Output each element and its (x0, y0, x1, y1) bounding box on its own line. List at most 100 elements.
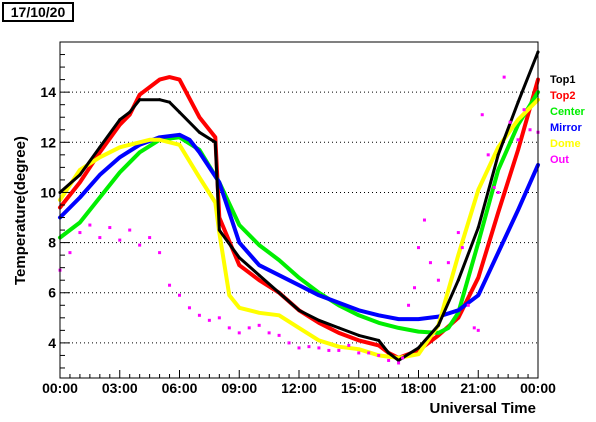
x-tick-label: 12:00 (281, 380, 317, 396)
series-layer (58, 50, 540, 365)
data-point (257, 311, 261, 315)
data-point (178, 110, 181, 114)
data-point (516, 208, 520, 212)
data-point (347, 343, 351, 347)
data-point (217, 316, 221, 320)
data-point (317, 318, 321, 322)
data-point (148, 138, 152, 142)
data-point (237, 241, 241, 245)
data-point (168, 283, 172, 287)
data-point (337, 345, 341, 349)
data-point (476, 226, 480, 230)
data-point (428, 261, 432, 265)
data-point (178, 293, 181, 297)
data-point (247, 326, 251, 330)
data-point (168, 100, 172, 104)
data-point (277, 258, 281, 262)
data-point (287, 341, 291, 345)
data-point (417, 352, 420, 356)
data-point (297, 276, 301, 280)
data-point (297, 308, 301, 312)
data-point (480, 113, 484, 117)
x-tick-label: 00:00 (520, 380, 556, 396)
y-tick-label: 4 (48, 335, 56, 351)
data-point (197, 313, 201, 317)
legend-top2: Top2 (550, 90, 575, 102)
x-axis-title: Universal Time (430, 400, 536, 417)
data-point (78, 173, 82, 177)
data-point (472, 326, 476, 330)
x-tick-label: 06:00 (162, 380, 198, 396)
data-point (522, 108, 526, 112)
data-point (496, 190, 500, 194)
data-point (377, 321, 381, 325)
data-point (357, 313, 361, 317)
data-point (502, 75, 506, 79)
data-point (317, 338, 321, 342)
data-point (178, 133, 181, 137)
data-point (407, 303, 411, 307)
data-point (496, 153, 500, 157)
data-point (257, 243, 261, 247)
y-tick-label: 12 (40, 134, 56, 150)
data-point (78, 168, 82, 172)
data-point (257, 278, 261, 282)
date-label: 17/10/20 (2, 2, 74, 22)
x-tick-label: 09:00 (221, 380, 257, 396)
data-point (68, 251, 72, 255)
data-point (397, 358, 401, 362)
data-point (436, 278, 440, 282)
data-point (128, 228, 132, 232)
data-point (377, 313, 381, 317)
data-point (387, 358, 391, 362)
legend: Top1 Top2 Center Mirror Dome Out (550, 74, 586, 166)
data-point (327, 348, 331, 352)
data-point (197, 150, 201, 154)
data-point (337, 301, 341, 305)
y-tick-label: 6 (48, 285, 56, 301)
data-point (78, 180, 82, 184)
data-point (357, 338, 361, 342)
legend-out: Out (550, 154, 569, 166)
data-point (297, 326, 301, 330)
data-point (138, 140, 142, 144)
y-axis-title: Temperature(degree) (12, 136, 29, 285)
data-point (516, 118, 520, 122)
data-point (187, 138, 191, 142)
data-point (397, 361, 401, 365)
data-point (158, 98, 162, 102)
data-point (138, 243, 142, 247)
data-point (357, 308, 361, 312)
data-point (213, 140, 217, 144)
axes-layer: 00:00 03:00 06:00 09:00 12:00 15:00 18:00 21:00… (40, 54, 556, 396)
data-point (78, 231, 82, 235)
data-point (516, 138, 520, 142)
data-point (118, 123, 122, 127)
data-point (118, 118, 122, 122)
data-point (397, 326, 401, 330)
data-point (476, 188, 480, 192)
y-tick-label: 8 (48, 235, 56, 251)
data-point (377, 343, 381, 347)
data-point (237, 306, 241, 310)
data-point (213, 135, 217, 139)
data-point (187, 306, 191, 310)
data-point (357, 351, 361, 355)
y-tick-label: 10 (40, 184, 56, 200)
data-point (138, 98, 142, 102)
data-point (98, 150, 102, 154)
legend-mirror: Mirror (550, 122, 583, 134)
data-point (401, 356, 405, 360)
data-point (516, 148, 520, 152)
data-point (456, 253, 460, 257)
data-point (476, 276, 480, 280)
data-point (237, 256, 241, 260)
data-point (78, 221, 82, 225)
data-point (237, 223, 241, 227)
data-point (446, 326, 450, 330)
data-point (367, 351, 371, 355)
data-point (476, 241, 480, 245)
series-out (58, 75, 540, 365)
data-point (98, 236, 102, 240)
data-point (496, 145, 500, 149)
